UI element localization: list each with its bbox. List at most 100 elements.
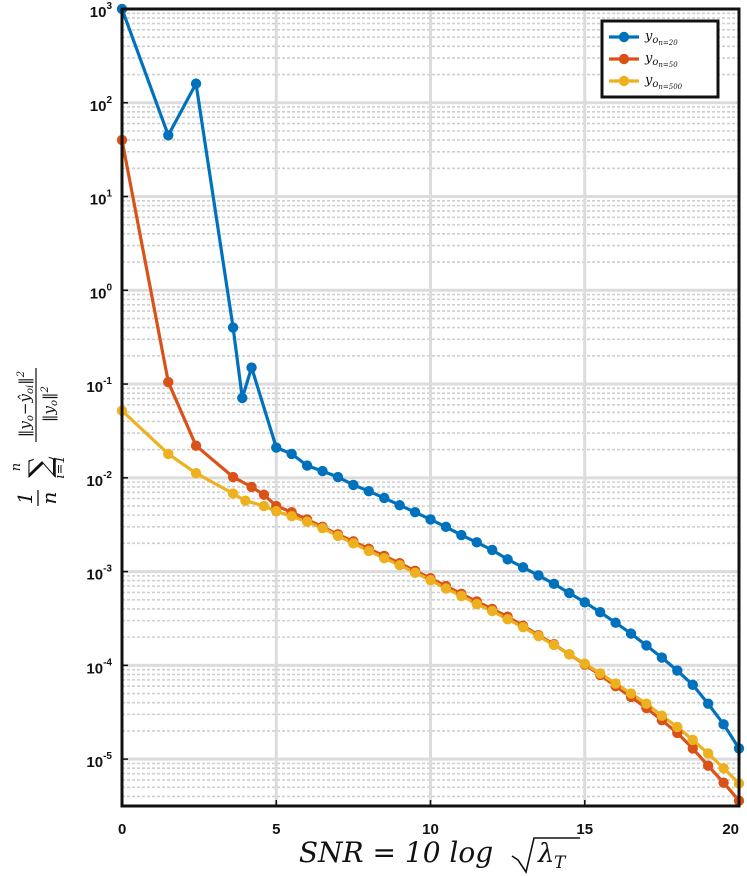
x-axis-label: SNR = 10 log λ T — [299, 836, 580, 874]
x-tick-label: 15 — [576, 821, 593, 838]
svg-text:λ: λ — [537, 839, 554, 869]
data-point — [394, 559, 405, 571]
y-tick-label: 10-3 — [86, 564, 112, 584]
legend-label: yon=500 — [644, 73, 683, 91]
data-point — [246, 362, 257, 373]
data-point — [610, 678, 621, 689]
data-point — [379, 552, 390, 564]
data-point — [625, 628, 637, 639]
y-tick-label: 103 — [90, 1, 113, 21]
data-point — [425, 574, 436, 586]
data-point — [579, 597, 590, 608]
svg-text:n: n — [37, 492, 61, 505]
data-point — [190, 440, 202, 451]
data-point — [656, 652, 668, 663]
data-point — [533, 630, 544, 642]
legend-marker — [618, 31, 630, 43]
data-point — [718, 777, 729, 788]
data-point — [190, 78, 202, 89]
data-point — [332, 530, 344, 542]
data-point — [656, 710, 668, 721]
data-point — [286, 510, 297, 522]
data-point — [594, 606, 606, 618]
data-point — [246, 481, 257, 493]
legend-item-2: yon=50 — [609, 51, 678, 69]
x-tick-label: 0 — [118, 821, 126, 838]
data-point — [348, 538, 359, 549]
data-point — [517, 622, 529, 633]
data-point — [517, 562, 529, 573]
data-point — [440, 521, 452, 533]
data-point — [163, 130, 174, 141]
data-point — [163, 376, 174, 388]
series-1-markers — [116, 3, 745, 754]
data-point — [687, 734, 698, 746]
data-point — [456, 590, 467, 602]
data-point — [641, 698, 652, 709]
y-axis-label: 1 n n ∑ i=1 ‖yo−ŷoi‖2 ‖yo‖2 — [9, 368, 68, 506]
data-point — [687, 679, 698, 691]
data-point — [487, 544, 498, 556]
data-point — [487, 605, 498, 617]
data-point — [348, 479, 359, 491]
data-point — [548, 578, 560, 590]
data-point — [718, 719, 729, 730]
legend-item-3: yon=500 — [609, 73, 683, 91]
data-point — [610, 617, 621, 628]
x-axis-ticks: 0 5 10 15 20 — [118, 800, 740, 838]
svg-text:∑: ∑ — [23, 456, 58, 478]
y-tick-label: 10-1 — [86, 376, 112, 396]
data-point — [672, 665, 683, 676]
grid — [120, 7, 741, 806]
svg-text:‖yo−ŷoi‖2: ‖yo−ŷoi‖2 — [16, 371, 36, 437]
series-lines — [116, 3, 745, 806]
data-point — [718, 763, 729, 774]
legend-label: yon=20 — [644, 29, 678, 47]
data-point — [227, 471, 239, 483]
data-point — [332, 471, 344, 483]
data-point — [594, 668, 606, 679]
data-point — [625, 688, 637, 699]
x-tick-label: 20 — [722, 821, 739, 838]
data-point — [363, 486, 374, 497]
legend-marker — [618, 75, 630, 87]
data-point — [471, 598, 482, 610]
series-3-markers — [116, 405, 745, 789]
svg-text:SNR = 10 log: SNR = 10 log — [299, 836, 493, 869]
svg-text:1: 1 — [13, 492, 37, 505]
data-point — [227, 488, 239, 499]
data-point — [271, 506, 282, 517]
y-tick-label: 10-2 — [86, 470, 112, 490]
data-point — [579, 658, 590, 669]
legend-item-1: yon=20 — [609, 29, 678, 47]
legend-items: yon=20 yon=50 yon=500 — [609, 29, 683, 91]
data-point — [301, 516, 313, 527]
data-point — [409, 506, 421, 518]
data-point — [702, 760, 714, 771]
data-point — [502, 554, 513, 565]
data-point — [672, 721, 683, 733]
x-tick-label: 10 — [422, 821, 439, 838]
data-point — [456, 529, 467, 541]
data-point — [227, 322, 239, 333]
data-point — [163, 448, 174, 460]
data-point — [471, 537, 482, 548]
x-tick-label: 5 — [272, 821, 280, 838]
data-point — [425, 514, 436, 525]
svg-text:‖yo‖2: ‖yo‖2 — [40, 386, 60, 422]
data-point — [240, 495, 251, 506]
data-point — [702, 748, 714, 759]
data-point — [363, 545, 374, 557]
data-point — [258, 500, 270, 512]
data-point — [702, 698, 714, 709]
y-tick-label: 100 — [90, 282, 113, 302]
data-point — [502, 614, 513, 625]
data-point — [548, 639, 560, 651]
y-axis-ticks: 103 102 101 100 10-1 10-2 10-3 10-4 10-5 — [86, 1, 128, 771]
data-point — [258, 489, 270, 500]
data-point — [564, 587, 575, 599]
data-point — [237, 392, 248, 404]
data-point — [379, 492, 390, 504]
y-tick-label: 101 — [90, 189, 113, 209]
